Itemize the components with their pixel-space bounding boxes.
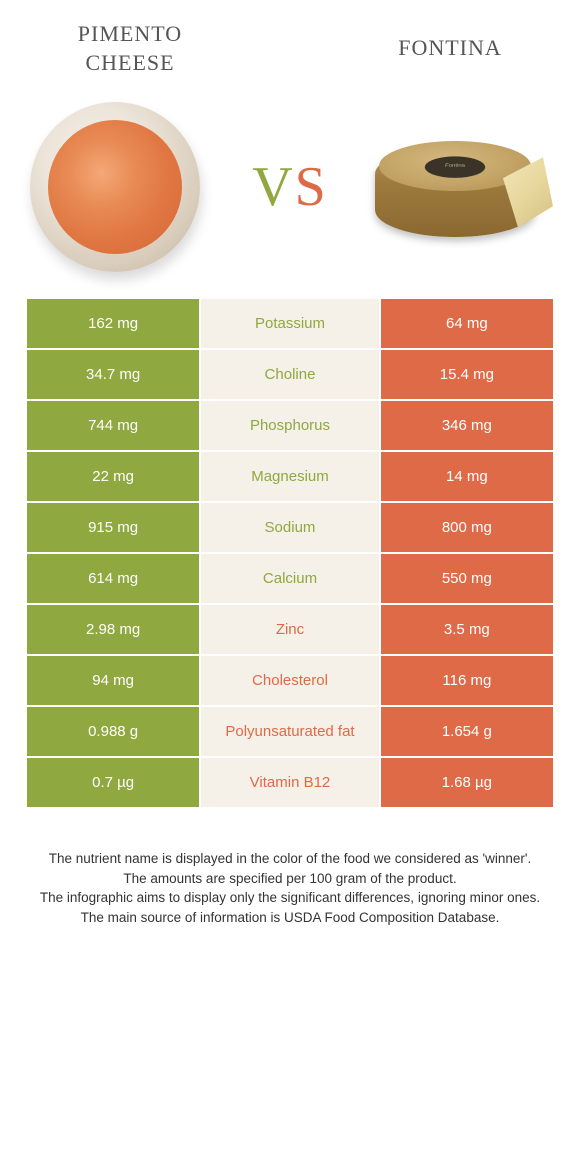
table-row: 2.98 mgZinc3.5 mg (27, 605, 553, 654)
nutrient-label-cell: Phosphorus (201, 401, 378, 450)
right-value-cell: 1.654 g (381, 707, 553, 756)
table-row: 744 mgPhosphorus346 mg (27, 401, 553, 450)
footer-line: The infographic aims to display only the… (30, 888, 550, 908)
right-value-cell: 800 mg (381, 503, 553, 552)
nutrient-label-cell: Potassium (201, 299, 378, 348)
footer-line: The amounts are specified per 100 gram o… (30, 869, 550, 889)
nutrient-label-cell: Calcium (201, 554, 378, 603)
right-value-cell: 550 mg (381, 554, 553, 603)
left-value-cell: 22 mg (27, 452, 199, 501)
left-value-cell: 162 mg (27, 299, 199, 348)
vs-s-letter: S (295, 156, 328, 218)
cheese-wheel-icon: Fontina (375, 127, 555, 247)
right-value-cell: 3.5 mg (381, 605, 553, 654)
left-value-cell: 0.988 g (27, 707, 199, 756)
nutrient-label-cell: Polyunsaturated fat (201, 707, 378, 756)
right-value-cell: 14 mg (381, 452, 553, 501)
footer-line: The nutrient name is displayed in the co… (30, 849, 550, 869)
left-value-cell: 0.7 µg (27, 758, 199, 807)
pimento-cheese-image (25, 97, 205, 277)
right-value-cell: 64 mg (381, 299, 553, 348)
nutrient-label-cell: Magnesium (201, 452, 378, 501)
table-row: 0.7 µgVitamin B121.68 µg (27, 758, 553, 807)
left-value-cell: 915 mg (27, 503, 199, 552)
nutrient-label-cell: Vitamin B12 (201, 758, 378, 807)
images-row: VS Fontina (0, 87, 580, 297)
table-row: 162 mgPotassium64 mg (27, 299, 553, 348)
right-food-title: Fontina (360, 20, 540, 77)
bowl-icon (30, 102, 200, 272)
left-value-cell: 2.98 mg (27, 605, 199, 654)
left-value-cell: 34.7 mg (27, 350, 199, 399)
table-row: 34.7 mgCholine15.4 mg (27, 350, 553, 399)
nutrient-label-cell: Zinc (201, 605, 378, 654)
header: Pimento cheese Fontina (0, 0, 580, 87)
left-value-cell: 94 mg (27, 656, 199, 705)
right-value-cell: 15.4 mg (381, 350, 553, 399)
right-value-cell: 116 mg (381, 656, 553, 705)
table-row: 22 mgMagnesium14 mg (27, 452, 553, 501)
nutrient-label-cell: Cholesterol (201, 656, 378, 705)
right-value-cell: 346 mg (381, 401, 553, 450)
right-value-cell: 1.68 µg (381, 758, 553, 807)
footer-notes: The nutrient name is displayed in the co… (30, 849, 550, 927)
nutrient-label-cell: Choline (201, 350, 378, 399)
left-food-title: Pimento cheese (40, 20, 220, 77)
left-value-cell: 744 mg (27, 401, 199, 450)
table-row: 915 mgSodium800 mg (27, 503, 553, 552)
table-row: 94 mgCholesterol116 mg (27, 656, 553, 705)
left-value-cell: 614 mg (27, 554, 199, 603)
footer-line: The main source of information is USDA F… (30, 908, 550, 928)
table-row: 0.988 gPolyunsaturated fat1.654 g (27, 707, 553, 756)
vs-label: VS (252, 155, 328, 219)
table-row: 614 mgCalcium550 mg (27, 554, 553, 603)
fontina-image: Fontina (375, 97, 555, 277)
vs-v-letter: V (252, 156, 294, 218)
comparison-table: 162 mgPotassium64 mg34.7 mgCholine15.4 m… (25, 297, 555, 809)
nutrient-label-cell: Sodium (201, 503, 378, 552)
cheese-fill-icon (48, 120, 182, 254)
